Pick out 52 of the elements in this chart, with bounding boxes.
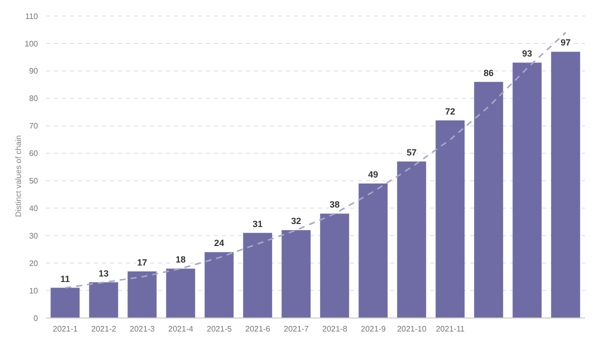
data-label: 38 <box>330 200 340 210</box>
y-tick-label: 100 <box>24 39 39 48</box>
data-label: 72 <box>445 106 456 116</box>
y-tick-label: 0 <box>34 314 39 323</box>
y-tick-label: 70 <box>29 122 39 131</box>
x-tick-label: 2021-11 <box>436 324 466 334</box>
bar <box>358 183 388 318</box>
bar <box>436 120 465 318</box>
y-tick-label: 110 <box>25 12 39 21</box>
x-tick-label: 2021-2 <box>91 324 117 334</box>
data-label: 13 <box>98 268 109 278</box>
x-tick-label: 2021-4 <box>168 324 194 334</box>
bar <box>397 162 426 318</box>
y-tick-label: 10 <box>29 286 39 296</box>
bar <box>89 282 118 318</box>
bar <box>204 252 234 318</box>
y-axis-title: Distinct values of chain <box>14 135 23 217</box>
bar <box>474 82 504 318</box>
bar <box>512 62 542 318</box>
y-tick-label: 30 <box>29 231 39 240</box>
y-tick-label: 50 <box>29 176 39 186</box>
y-tick-label: 40 <box>29 204 39 214</box>
bar <box>320 214 350 318</box>
data-label: 57 <box>406 148 417 158</box>
bar <box>243 232 272 318</box>
bar <box>128 271 157 318</box>
data-label: 11 <box>60 274 70 284</box>
bar <box>50 288 80 318</box>
x-tick-label: 2021-10 <box>397 324 427 334</box>
y-tick-label: 20 <box>29 258 39 268</box>
x-tick-label: 2021-6 <box>245 324 271 334</box>
x-tick-label: 2021-3 <box>130 324 156 334</box>
x-tick-label: 2021-1 <box>52 324 78 334</box>
data-label: 32 <box>291 216 302 226</box>
data-label: 18 <box>176 254 186 265</box>
y-tick-label: 80 <box>29 94 39 104</box>
data-label: 97 <box>560 38 571 48</box>
x-tick-label: 2021-8 <box>322 324 348 334</box>
x-tick-label: 2021-7 <box>284 324 310 334</box>
y-tick-label: 60 <box>29 149 39 158</box>
x-tick-label: 2021-5 <box>206 324 232 334</box>
data-label: 31 <box>252 218 263 229</box>
bar <box>551 52 580 318</box>
data-label: 24 <box>214 238 224 248</box>
bar <box>282 230 311 318</box>
data-label: 17 <box>137 257 148 268</box>
x-tick-label: 2021-9 <box>360 324 386 334</box>
bar <box>166 268 196 318</box>
data-label: 49 <box>368 169 378 180</box>
y-tick-label: 90 <box>29 66 39 76</box>
data-label: 86 <box>484 68 494 78</box>
data-label: 93 <box>522 48 532 59</box>
